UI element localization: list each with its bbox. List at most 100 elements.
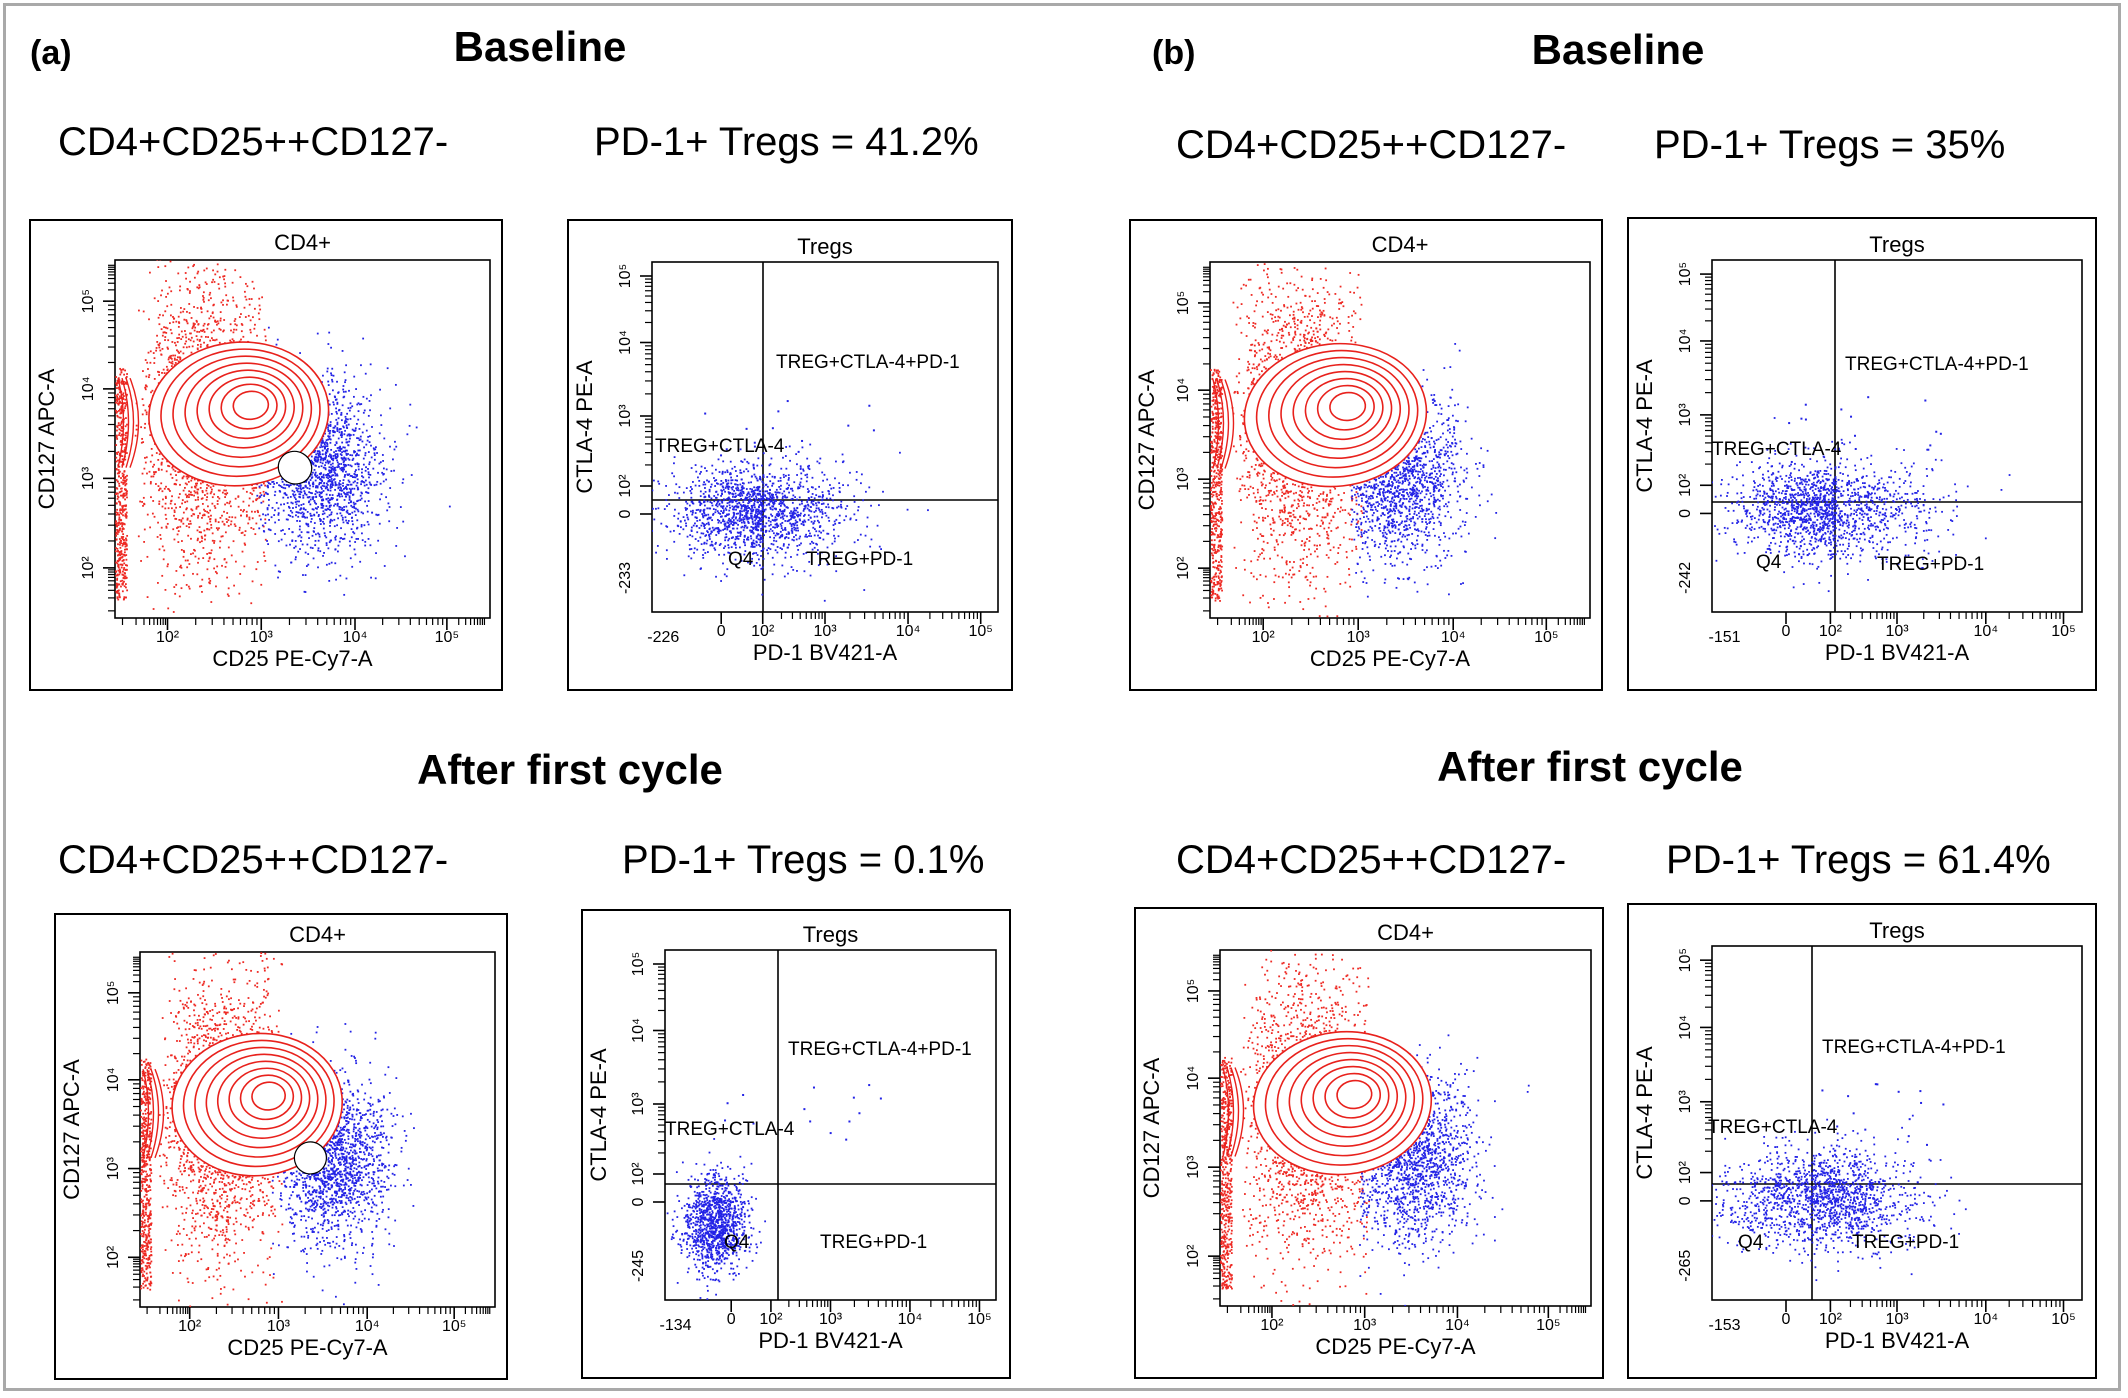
red-event [249,328,252,331]
red-event [196,330,199,333]
red-event [1285,563,1288,566]
red-event [1245,448,1248,451]
red-event [118,388,121,391]
blue-event [367,500,370,502]
red-event [262,482,265,485]
blue-event [323,482,326,485]
plot-title: CD4+ [274,230,331,255]
blue-event [329,456,332,459]
red-event [214,320,216,323]
red-event [188,490,191,493]
red-event [115,520,118,523]
blue-event [319,523,322,525]
red-event [169,322,171,325]
blue-event [387,502,390,505]
red-event [119,571,122,574]
red-event [117,566,120,569]
blue-event [277,576,279,579]
blue-event [284,487,287,490]
red-event [117,469,120,471]
blue-event [280,538,283,541]
red-event [142,504,144,507]
blue-event [288,528,291,530]
red-event [1252,363,1255,366]
red-event [121,583,124,586]
blue-event [378,522,381,525]
blue-event [294,545,297,548]
red-event [116,508,119,511]
red-event [137,535,140,538]
y-tick-label: 10⁴ [1175,378,1192,403]
red-event [264,538,267,541]
red-event [215,321,217,323]
red-event [145,413,148,416]
blue-event [299,508,302,511]
blue-event [318,535,321,538]
red-event [116,559,119,562]
red-event [1267,602,1269,604]
red-event [124,583,127,585]
red-event [1350,336,1353,339]
red-event [167,607,170,610]
red-event [205,267,208,270]
red-event [238,592,241,595]
red-event [224,565,227,568]
red-event [154,471,157,474]
red-event [1319,544,1321,547]
blue-event [328,514,331,517]
red-event [1258,503,1261,505]
red-event [170,357,173,360]
red-event [250,602,253,605]
red-event [118,416,121,419]
red-event [122,396,124,399]
red-event [226,303,228,306]
red-event [141,472,144,475]
blue-event [324,467,327,470]
blue-event [370,394,372,397]
blue-event [328,471,331,474]
red-event [117,569,120,572]
red-event [231,516,234,519]
blue-event [293,496,296,499]
blue-event [329,531,332,533]
red-event [1345,550,1348,553]
red-event [1273,491,1275,494]
red-event [187,480,190,483]
blue-event [326,443,329,446]
blue-event [375,483,378,486]
blue-event [360,525,363,528]
blue-event [349,437,351,440]
red-event [182,352,185,355]
red-event [180,549,183,551]
gate-blob [277,450,313,485]
blue-event [340,463,343,465]
blue-event [266,480,269,483]
red-event [159,537,162,540]
red-event [145,456,148,459]
blue-event [354,473,357,476]
red-event [225,294,228,297]
blue-event [362,423,365,426]
blue-event [341,350,344,352]
red-event [1251,367,1254,370]
red-event [200,306,202,309]
red-event [120,411,123,413]
blue-event [327,428,330,431]
blue-event [345,505,348,508]
blue-event [399,506,402,508]
blue-event [262,530,265,532]
blue-event [324,451,327,454]
red-event [143,426,146,429]
blue-event [326,515,329,518]
blue-event [302,503,305,506]
red-event [189,339,192,342]
red-event [126,490,128,493]
red-event [124,498,126,501]
blue-event [349,464,352,467]
red-event [119,501,121,504]
blue-event [317,506,320,508]
blue-event [322,490,325,492]
red-event [125,586,127,589]
blue-event [359,403,361,406]
blue-event [320,456,322,459]
